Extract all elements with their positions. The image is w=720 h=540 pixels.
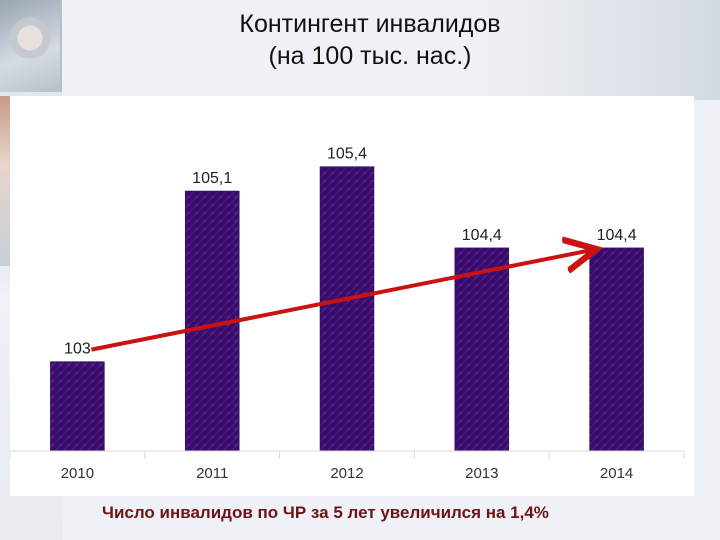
bar-2014 [589,247,644,452]
chart-panel: 103 105,1 105,4 104,4 104,4 2010 2011 2012 2013… [10,96,694,496]
bar-2013 [454,247,510,452]
trend-arrow [91,250,592,352]
title-line-1: Контингент инвалидов [239,10,501,38]
bar-2012 [319,166,375,452]
data-label-2011: 105,1 [192,170,232,187]
data-label-2012: 105,4 [327,146,367,163]
data-label-2010: 103 [64,341,91,358]
x-tick-label-2010: 2010 [61,465,94,482]
x-tick-label-2014: 2014 [600,465,633,482]
x-tick-label-2011: 2011 [196,465,228,482]
doctor-photo [0,0,62,92]
slide-title: Контингент инвалидов (на 100 тыс. нас.) [150,8,590,72]
summary-caption: Число инвалидов по ЧР за 5 лет увеличилс… [102,503,549,522]
title-line-2: (на 100 тыс. нас.) [268,42,472,70]
background-gradient [480,0,720,100]
data-label-2014: 104,4 [597,227,637,244]
x-tick-label-2012: 2012 [330,465,363,482]
bar-chart: 103 105,1 105,4 104,4 104,4 2010 2011 2012 2013… [10,146,685,482]
data-label-2013: 104,4 [462,227,502,244]
bar-2010 [50,361,105,452]
x-tick-label-2013: 2013 [465,465,498,482]
